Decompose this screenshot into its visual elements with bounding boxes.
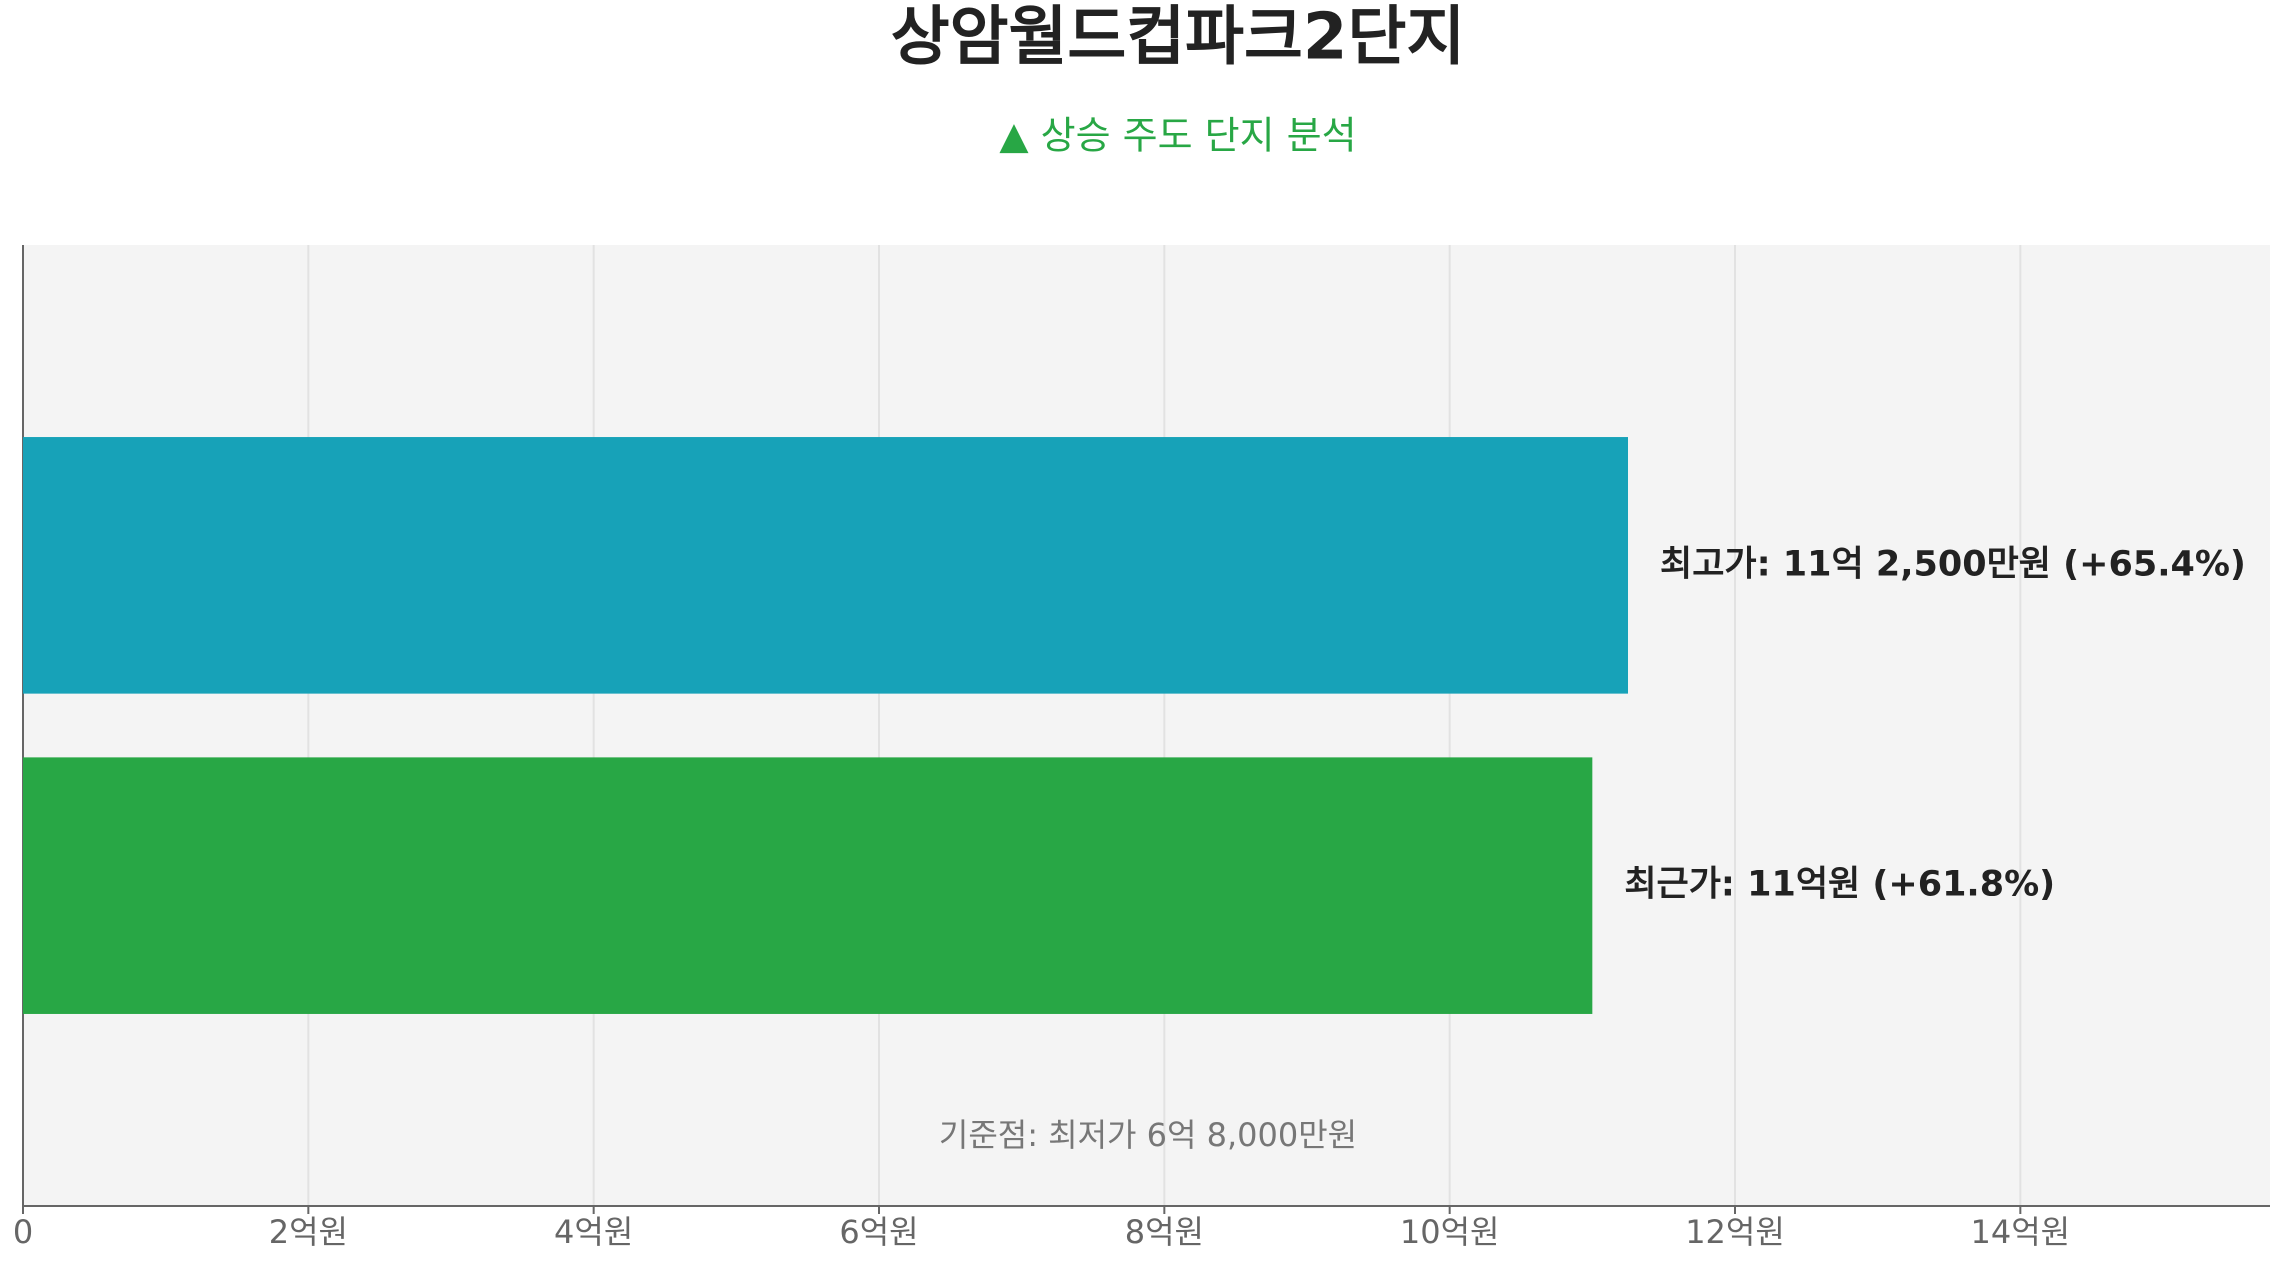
x-tick-label: 0 (13, 1213, 33, 1251)
bar-label: 최근가: 11억원 (+61.8%) (1624, 865, 2055, 905)
x-tick-label: 10억원 (1400, 1213, 1500, 1251)
plot-area (23, 245, 2270, 1206)
bar-label: 최고가: 11억 2,500만원 (+65.4%) (1660, 544, 2246, 584)
bar (23, 437, 1628, 694)
x-tick-label: 4억원 (554, 1213, 633, 1251)
annotation: 기준점: 최저가 6억 8,000만원 (939, 1116, 1357, 1154)
x-tick-label: 14억원 (1971, 1213, 2071, 1251)
x-tick-label: 8억원 (1125, 1213, 1204, 1251)
x-tick-label: 2억원 (269, 1213, 348, 1251)
bar (23, 757, 1593, 1014)
chart-subtitle: ▲ 상승 주도 단지 분석 (999, 114, 1356, 158)
x-tick-label: 6억원 (839, 1213, 918, 1251)
x-tick-label: 12억원 (1685, 1213, 1785, 1251)
chart-title: 상암월드컵파크2단지 (891, 1, 1465, 75)
